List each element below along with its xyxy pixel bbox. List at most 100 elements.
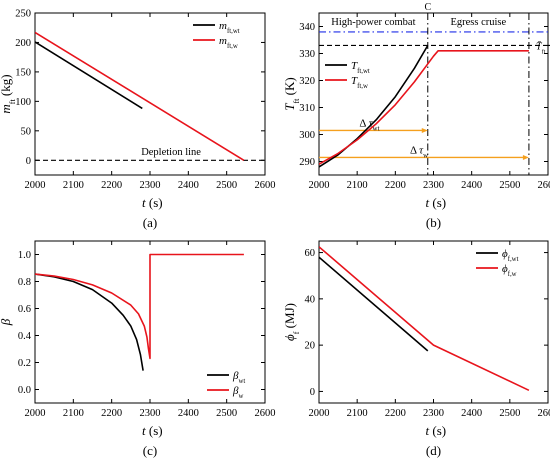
series-group xyxy=(35,253,244,371)
x-tick-label: 2200 xyxy=(385,408,406,419)
y-tick-label: 200 xyxy=(15,38,31,49)
interval-label: Δ τwt xyxy=(359,117,379,132)
plot-frame xyxy=(318,240,549,404)
x-tick-label: 2200 xyxy=(101,180,122,191)
legend-label: mft,wt xyxy=(219,20,240,35)
x-tick-label: 2500 xyxy=(216,180,237,191)
y-tick-label: 20 xyxy=(305,341,316,352)
x-tick-label: 2100 xyxy=(63,408,84,419)
reference-line-label: T̄ft xyxy=(536,41,546,55)
interval-arrow-head xyxy=(421,127,428,133)
x-tick-label: 2600 xyxy=(255,408,276,419)
y-tick-label: 300 xyxy=(299,130,315,141)
x-tick-label: 2300 xyxy=(140,408,161,419)
panel-b: 2000 2100 2200 2300 2400 2500 2600 290 300 310 320… xyxy=(282,2,550,230)
y-tick-label: 340 xyxy=(299,22,315,33)
x-tick-label: 2400 xyxy=(178,180,199,191)
x-tick-label: 2000 xyxy=(25,180,46,191)
x-tick-label: 2300 xyxy=(423,180,444,191)
x-tick-label: 2100 xyxy=(347,180,368,191)
y-axis-label: β xyxy=(0,318,13,326)
x-tick-label: 2600 xyxy=(538,408,550,419)
y-tick-label: 330 xyxy=(299,49,315,60)
y-tick-label: 1.0 xyxy=(18,250,31,261)
x-tick-label: 2500 xyxy=(216,408,237,419)
y-tick-label: 60 xyxy=(305,248,316,259)
y-tick-label: 150 xyxy=(15,67,31,78)
legend-label: ϕf,wt xyxy=(502,248,519,263)
y-tick-label: 0.2 xyxy=(18,358,31,369)
x-tick-label: 2300 xyxy=(140,180,161,191)
x-axis-label: t (s) xyxy=(142,423,163,438)
panel-caption: (d) xyxy=(426,443,441,458)
x-tick-label: 2000 xyxy=(25,408,46,419)
legend-label: βwt xyxy=(232,370,245,385)
x-tick-label: 2600 xyxy=(255,180,276,191)
panel-c: 2000 2100 2200 2300 2400 2500 2600 0.0 0.2 0.4 0.6… xyxy=(0,240,276,458)
x-tick-label: 2600 xyxy=(538,180,550,191)
y-tick-label: 0.4 xyxy=(18,331,32,342)
y-tick-label: 100 xyxy=(15,97,31,108)
x-tick-label: 2200 xyxy=(101,408,122,419)
panel-d: 2000 2100 2200 2300 2400 2500 2600 0 20 40 60 t (s)… xyxy=(282,240,550,458)
interval-label: Δ τw xyxy=(410,144,429,159)
legend-label: Tft,wt xyxy=(351,60,370,75)
y-tick-label: 0.6 xyxy=(18,304,31,315)
x-tick-label: 2400 xyxy=(461,408,482,419)
y-tick-label: 0.8 xyxy=(18,277,31,288)
y-tick-label: 250 xyxy=(15,9,31,20)
panel-caption: (a) xyxy=(143,215,157,230)
y-axis-label: mft (kg) xyxy=(0,74,17,113)
x-tick-label: 2000 xyxy=(309,408,330,419)
series-group xyxy=(35,31,245,161)
y-tick-label: 50 xyxy=(21,126,32,137)
legend-label: mft,w xyxy=(219,35,238,50)
region-label: Egress cruise xyxy=(450,17,506,28)
y-axis-label: Tft (K) xyxy=(282,77,301,110)
panel-caption: (c) xyxy=(143,443,157,458)
x-axis-label: t (s) xyxy=(426,423,447,438)
legend-label: βw xyxy=(232,385,243,400)
y-tick-label: 0 xyxy=(26,156,31,167)
x-axis-label: t (s) xyxy=(142,195,163,210)
x-tick-label: 2500 xyxy=(499,408,520,419)
y-axis-label: ϕf (MJ) xyxy=(282,303,301,341)
series-group xyxy=(319,44,529,168)
x-tick-label: 2000 xyxy=(309,180,330,191)
panel-a: 2000 2100 2200 2300 2400 2500 2600 0 50 100 150 200… xyxy=(0,9,276,231)
y-tick-label: 0.0 xyxy=(18,385,31,396)
y-tick-label: 320 xyxy=(299,76,315,87)
annotation: Depletion line xyxy=(141,147,201,158)
series-line xyxy=(319,246,530,392)
x-tick-label: 2300 xyxy=(423,408,444,419)
legend-label: ϕf,w xyxy=(502,263,517,278)
x-axis-label: t (s) xyxy=(426,195,447,210)
interval-arrow-head xyxy=(522,154,529,160)
series-line xyxy=(319,256,429,352)
x-tick-label: 2500 xyxy=(499,180,520,191)
series-line xyxy=(35,253,244,360)
y-tick-label: 40 xyxy=(305,294,316,305)
y-tick-label: 0 xyxy=(310,387,315,398)
series-line xyxy=(35,31,245,161)
series-group xyxy=(319,246,530,392)
legend-label: Tft,w xyxy=(351,75,368,90)
x-tick-label: 2400 xyxy=(178,408,199,419)
series-line xyxy=(35,273,144,371)
y-tick-label: 310 xyxy=(299,103,315,114)
y-tick-label: 290 xyxy=(299,157,315,168)
series-line xyxy=(319,44,429,168)
reference-line-label: C xyxy=(424,2,431,13)
x-tick-label: 2400 xyxy=(461,180,482,191)
x-tick-label: 2200 xyxy=(385,180,406,191)
panel-caption: (b) xyxy=(426,215,441,230)
x-tick-label: 2100 xyxy=(63,180,84,191)
series-line xyxy=(319,49,529,165)
x-tick-label: 2100 xyxy=(347,408,368,419)
series-line xyxy=(35,41,143,110)
